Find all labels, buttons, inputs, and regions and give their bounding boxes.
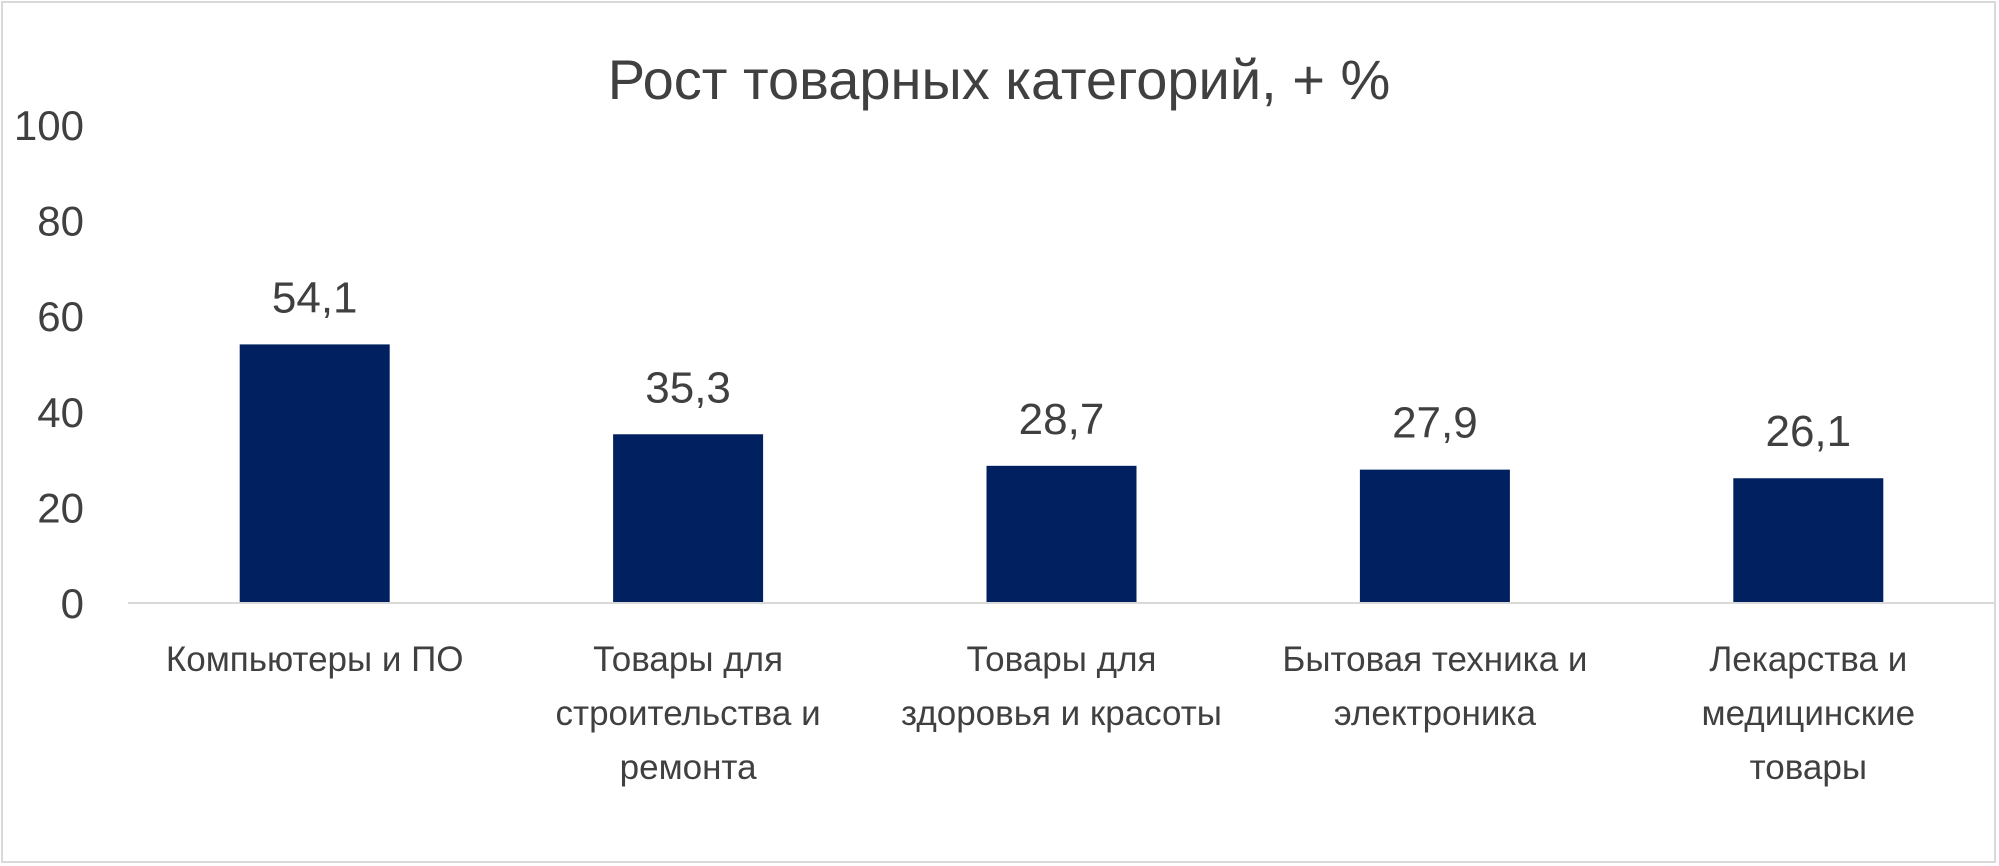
category-label-line: Бытовая техника и (1282, 640, 1587, 679)
category-label-line: Лекарства и (1709, 640, 1907, 679)
category-labels: Компьютеры и ПО Товары для строительства и… (166, 640, 1915, 787)
y-tick-label: 80 (37, 198, 84, 245)
y-axis-ticks: 0 20 40 60 80 100 (14, 102, 84, 627)
chart-title: Рост товарных категорий, + % (608, 48, 1391, 111)
category-label-line: Компьютеры и ПО (166, 640, 464, 679)
category-label: Компьютеры и ПО (166, 640, 464, 679)
category-label: Бытовая техника и электроника (1282, 640, 1587, 733)
category-label: Товары для здоровья и красоты (901, 640, 1222, 733)
data-label: 26,1 (1765, 407, 1851, 456)
y-tick-label: 40 (37, 389, 84, 436)
category-label: Лекарства и медицинские товары (1702, 640, 1916, 787)
bar (986, 465, 1137, 603)
category-label-line: здоровья и красоты (901, 694, 1222, 733)
bar (1733, 478, 1884, 603)
category-label-line: строительства и (556, 694, 821, 733)
data-labels: 54,1 35,3 28,7 27,9 26,1 (272, 273, 1851, 456)
data-label: 28,7 (1019, 395, 1105, 444)
bar (1359, 469, 1510, 603)
category-label-line: ремонта (620, 748, 757, 787)
category-label-line: Товары для (593, 640, 783, 679)
y-tick-label: 100 (14, 102, 84, 149)
y-tick-label: 60 (37, 293, 84, 340)
category-label-line: Товары для (967, 640, 1157, 679)
data-label: 35,3 (645, 363, 731, 412)
category-label-line: электроника (1334, 694, 1537, 733)
category-label: Товары для строительства и ремонта (556, 640, 821, 787)
bar (613, 434, 764, 603)
data-label: 54,1 (272, 273, 358, 322)
bars (239, 344, 1884, 603)
category-label-line: товары (1750, 748, 1867, 787)
bar (239, 344, 390, 603)
data-label: 27,9 (1392, 399, 1478, 448)
category-label-line: медицинские (1702, 694, 1916, 733)
y-tick-label: 20 (37, 484, 84, 531)
y-tick-label: 0 (61, 580, 84, 627)
